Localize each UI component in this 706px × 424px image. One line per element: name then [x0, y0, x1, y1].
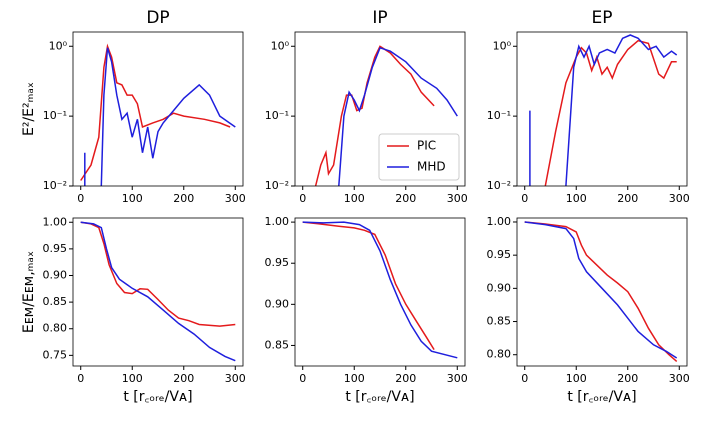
axes-frame	[516, 217, 688, 367]
plot-area	[529, 34, 678, 186]
y-tick-label: 0.75	[43, 348, 68, 361]
y-tick-label: 10⁻¹	[265, 109, 289, 122]
x-tick-label: 200	[617, 372, 638, 385]
y-tick-label: 10⁰	[493, 39, 512, 52]
panel-title: IP	[372, 8, 387, 28]
y-tick-label: 0.90	[265, 297, 290, 310]
series-line	[524, 221, 678, 362]
series-line	[84, 47, 236, 186]
x-axis-label: t [r꜀ₒᵣₑ/Vᴀ]	[345, 389, 414, 405]
x-tick-label: 300	[447, 192, 468, 205]
y-tick-label: 0.95	[487, 248, 512, 261]
x-tick-label: 200	[173, 192, 194, 205]
series-line	[80, 221, 236, 327]
x-tick-label: 0	[521, 192, 528, 205]
y-tick-label: 0.85	[43, 295, 68, 308]
axes-frame	[72, 217, 244, 367]
x-tick-label: 300	[669, 192, 690, 205]
y-tick-label: 0.80	[487, 348, 512, 361]
x-tick-label: 300	[669, 372, 690, 385]
x-tick-label: 300	[447, 372, 468, 385]
x-tick-label: 0	[299, 192, 306, 205]
x-tick-label: 200	[395, 192, 416, 205]
y-tick-label: 10⁻²	[43, 179, 67, 192]
y-tick-label: 0.85	[265, 338, 290, 351]
x-tick-label: 200	[617, 192, 638, 205]
x-tick-label: 100	[344, 372, 365, 385]
x-tick-label: 100	[566, 192, 587, 205]
x-tick-label: 200	[395, 372, 416, 385]
x-tick-label: 200	[173, 372, 194, 385]
plot-area	[80, 43, 236, 186]
x-axis-label: t [r꜀ₒᵣₑ/Vᴀ]	[123, 389, 192, 405]
y-tick-label: 10⁻²	[265, 179, 289, 192]
plot-area	[80, 221, 236, 362]
x-tick-label: 100	[122, 372, 143, 385]
legend-label: PIC	[417, 139, 436, 153]
y-tick-label: 0.90	[487, 281, 512, 294]
y-tick-label: 0.95	[43, 242, 68, 255]
legend-label: MHD	[417, 160, 446, 174]
y-tick-label: 10⁻¹	[487, 109, 511, 122]
axes-frame	[72, 31, 244, 187]
series-line	[529, 34, 678, 186]
x-tick-label: 0	[299, 372, 306, 385]
plot-area	[314, 45, 458, 186]
plot-area	[302, 221, 458, 359]
series-line	[80, 221, 236, 362]
x-axis-label: t [r꜀ₒᵣₑ/Vᴀ]	[567, 389, 636, 405]
axes-frame	[294, 217, 466, 367]
panel-title: DP	[146, 8, 169, 28]
y-tick-label: 0.95	[265, 256, 290, 269]
y-tick-label: 1.00	[43, 215, 68, 228]
x-tick-label: 0	[77, 192, 84, 205]
series-line	[524, 221, 678, 359]
y-tick-label: 10⁻¹	[43, 109, 67, 122]
y-tick-label: 0.85	[487, 315, 512, 328]
y-tick-label: 1.00	[265, 215, 290, 228]
plot-area	[524, 221, 678, 362]
axes-frame	[516, 31, 688, 187]
series-line	[338, 46, 458, 186]
x-tick-label: 300	[225, 192, 246, 205]
y-tick-label: 10⁰	[49, 39, 68, 52]
x-tick-label: 100	[344, 192, 365, 205]
y-tick-label: 10⁰	[271, 39, 290, 52]
y-axis-label: E²/E²ₘₐₓ	[21, 82, 37, 136]
series-line	[544, 39, 677, 186]
x-tick-label: 300	[225, 372, 246, 385]
y-axis-label: Eᴇᴍ/Eᴇᴍ,ₘₐₓ	[21, 251, 37, 333]
y-tick-label: 10⁻²	[487, 179, 511, 192]
series-line	[302, 221, 458, 359]
panel-title: EP	[592, 8, 613, 28]
x-tick-label: 100	[566, 372, 587, 385]
x-tick-label: 100	[122, 192, 143, 205]
axes-frame	[294, 31, 466, 187]
x-tick-label: 0	[77, 372, 84, 385]
y-tick-label: 0.90	[43, 268, 68, 281]
x-tick-label: 0	[521, 372, 528, 385]
series-line	[80, 43, 231, 181]
y-tick-label: 0.80	[43, 322, 68, 335]
series-line	[302, 221, 435, 350]
y-tick-label: 1.00	[487, 215, 512, 228]
